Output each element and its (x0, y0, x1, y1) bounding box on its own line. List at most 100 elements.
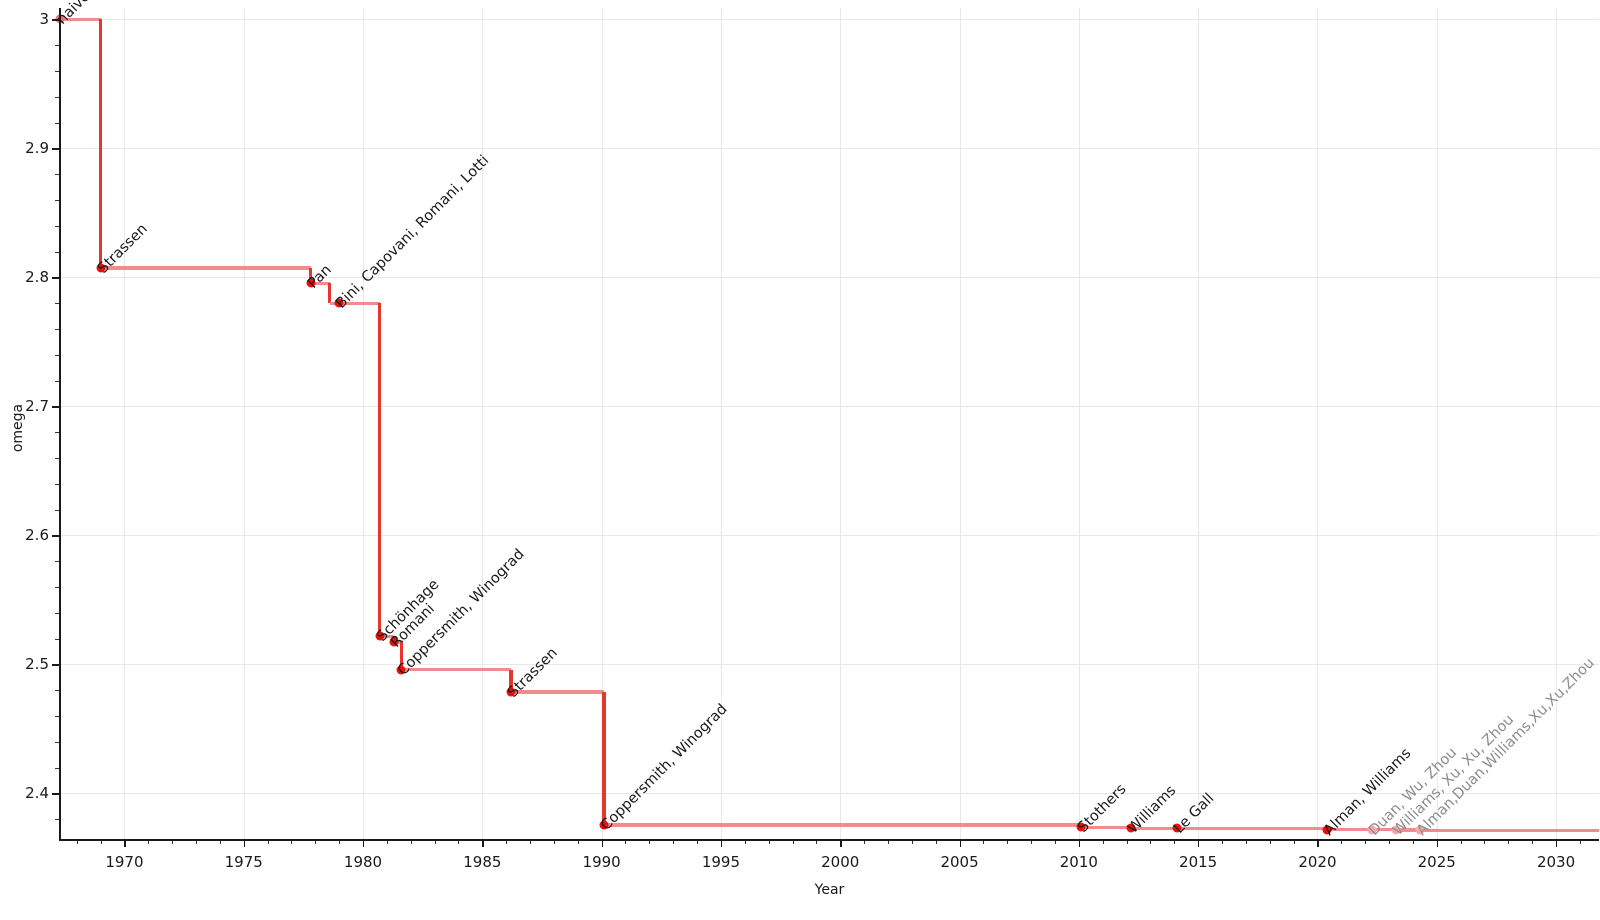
data-point-marker (334, 298, 344, 308)
tick-y (55, 458, 59, 460)
x-axis-title: Year (814, 882, 845, 898)
x-tick-label: 2015 (1179, 853, 1218, 871)
gridline-x (840, 8, 842, 839)
tick-x (172, 840, 174, 844)
series-segment-v (509, 669, 513, 693)
gridline-x (959, 8, 961, 839)
y-tick-label: 2.9 (25, 139, 49, 158)
y-tick-label: 2.4 (25, 784, 49, 803)
data-point-label: Williams, Xu, Xu, Zhou (1390, 711, 1518, 839)
tick-x (482, 840, 484, 847)
x-tick-label: 2025 (1417, 853, 1456, 871)
tick-x (1150, 840, 1152, 844)
tick-x (1532, 840, 1534, 844)
tick-x (339, 840, 341, 844)
tick-y (55, 225, 59, 227)
series-segment-v (98, 19, 103, 268)
x-tick-label: 2000 (821, 853, 860, 871)
gridline-x (1556, 8, 1558, 839)
gridline-y (60, 535, 1599, 537)
tick-x (1198, 840, 1200, 847)
tick-x (267, 840, 269, 844)
gridline-y (60, 664, 1599, 666)
data-point-marker (396, 665, 406, 675)
x-tick-label: 1985 (463, 853, 502, 871)
tick-x (911, 840, 913, 844)
tick-x (1460, 840, 1462, 844)
y-tick-label: 2.7 (25, 397, 49, 416)
tick-x (553, 840, 555, 844)
tick-y (55, 432, 59, 434)
tick-y (55, 96, 59, 98)
series-segment-h (1372, 828, 1397, 832)
tick-y (55, 174, 59, 176)
x-tick-label: 1995 (701, 853, 741, 871)
tick-x (291, 840, 293, 844)
data-point-label: Coppersmith, Winograd (598, 701, 731, 834)
series-segment-v (378, 303, 382, 637)
gridline-x (1436, 8, 1438, 839)
tick-y (52, 535, 59, 537)
tick-x (1222, 840, 1223, 844)
tick-x (196, 840, 197, 844)
tick-x (577, 840, 579, 844)
series-segment-h (1176, 826, 1327, 831)
tick-y (55, 716, 59, 718)
data-point-label: Le Gall (1170, 790, 1218, 838)
series-segment-h (1326, 828, 1373, 832)
tick-y (55, 767, 59, 769)
data-point-marker (1126, 823, 1136, 833)
tick-x (649, 840, 651, 844)
y-tick-label: 2.5 (25, 655, 49, 674)
series-segment-h (100, 266, 311, 270)
tick-x (363, 840, 365, 847)
tick-y (55, 483, 59, 485)
tick-x (1341, 840, 1343, 844)
data-point-marker (1367, 825, 1377, 835)
data-point-marker (96, 263, 106, 273)
gridline-y (60, 406, 1599, 408)
tick-x (124, 840, 126, 847)
y-axis-title: omega (10, 403, 26, 453)
tick-x (601, 840, 603, 847)
tick-x (219, 840, 221, 844)
data-point-label: Alman,Duan,Williams,Xu,Xu,Zhou (1414, 655, 1598, 840)
tick-x (530, 840, 532, 844)
series-segment-h (60, 17, 101, 22)
tick-x (983, 840, 985, 844)
tick-x (76, 840, 78, 844)
tick-x (792, 840, 794, 844)
tick-x (1436, 840, 1439, 847)
y-tick-label: 2.6 (25, 526, 49, 545)
tick-y (55, 819, 59, 821)
x-tick-label: 2010 (1059, 853, 1098, 871)
tick-x (1054, 840, 1056, 844)
tick-y (55, 690, 59, 692)
series-segment-h (379, 634, 395, 639)
tick-x (1556, 840, 1558, 847)
data-point-marker (1391, 825, 1401, 835)
tick-x (1484, 840, 1486, 844)
series-segment-h (1081, 825, 1132, 830)
tick-y (55, 303, 59, 305)
tick-x (386, 840, 388, 844)
series-segment-h (329, 301, 340, 306)
gridline-y (60, 793, 1599, 795)
tick-x (1102, 840, 1104, 844)
tick-x (887, 840, 889, 844)
tick-x (1389, 840, 1391, 844)
series-segment-h (1420, 828, 1599, 833)
series-segment-h (1131, 826, 1177, 831)
data-point-marker (1076, 822, 1086, 832)
tick-x (243, 840, 246, 847)
tick-x (1126, 840, 1128, 844)
tick-x (410, 840, 412, 844)
tick-y (52, 664, 59, 666)
tick-x (744, 840, 746, 844)
tick-x (1365, 840, 1367, 844)
data-point-marker (389, 637, 399, 647)
tick-x (959, 840, 961, 847)
data-point-marker (306, 278, 316, 288)
tick-y (52, 406, 59, 408)
tick-x (434, 840, 436, 844)
